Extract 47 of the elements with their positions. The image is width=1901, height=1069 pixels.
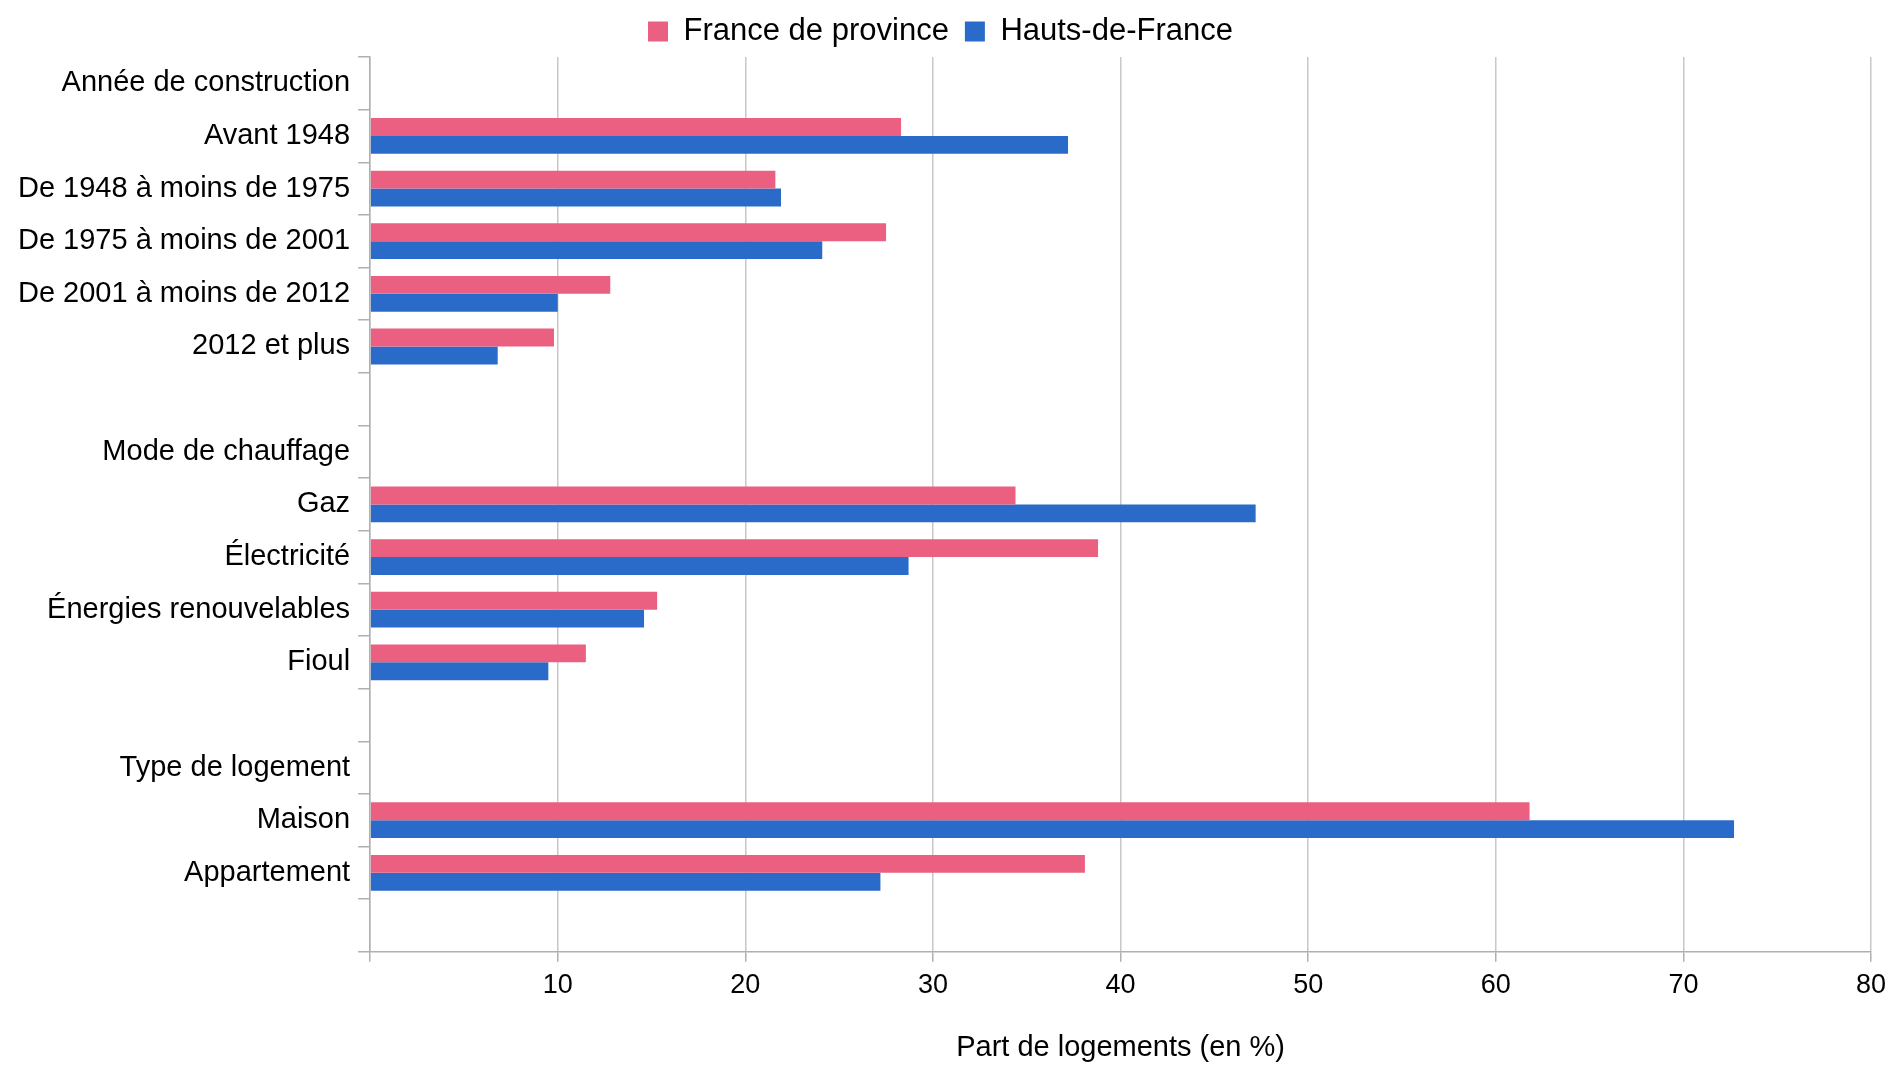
y-tick-label: De 1948 à moins de 1975 — [17, 170, 351, 203]
bar — [370, 486, 1016, 505]
y-tick-label: Énergies renouvelables — [47, 591, 351, 624]
x-axis-title: Part de logements (en %) — [956, 1029, 1285, 1062]
bar — [370, 118, 902, 136]
x-tick-label: 80 — [1855, 969, 1887, 1000]
bar — [370, 557, 909, 575]
y-tick-label: Gaz — [296, 486, 351, 519]
bar — [370, 539, 1099, 558]
bar — [370, 328, 554, 347]
bar — [370, 223, 887, 242]
y-tick-label: Type de logement — [119, 749, 351, 782]
x-tick-label: 50 — [1293, 969, 1324, 1000]
x-tick-label: 40 — [1105, 969, 1136, 1000]
bar — [370, 662, 549, 681]
y-tick-label: Appartement — [184, 854, 351, 887]
y-tick-label: 2012 et plus — [192, 328, 351, 361]
bar — [370, 346, 498, 365]
bar — [370, 854, 1085, 873]
x-tick-label: 10 — [542, 969, 573, 1000]
bar — [370, 820, 1735, 839]
bar — [370, 872, 881, 891]
legend-label: Hauts-de-France — [1000, 12, 1233, 48]
legend-label: France de province — [683, 12, 949, 48]
bar — [370, 293, 558, 312]
bar — [370, 504, 1256, 523]
y-tick-label: Mode de chauffage — [102, 433, 351, 466]
bar — [370, 170, 776, 189]
bar — [370, 802, 1530, 821]
x-tick-label: 30 — [917, 969, 948, 1000]
bar — [370, 644, 586, 663]
bar — [370, 188, 781, 207]
y-tick-label: De 2001 à moins de 2012 — [17, 275, 351, 308]
y-tick-label: Avant 1948 — [203, 117, 351, 150]
y-tick-label: Fioul — [287, 644, 351, 677]
bar — [370, 275, 611, 294]
x-tick-label: 70 — [1668, 969, 1699, 1000]
bar — [370, 609, 645, 628]
x-tick-label: 20 — [730, 969, 761, 1000]
bar — [370, 241, 823, 260]
y-tick-label: Électricité — [224, 539, 351, 572]
x-tick-label: 60 — [1480, 969, 1511, 1000]
bar — [370, 135, 1069, 154]
y-tick-label: Maison — [256, 802, 351, 835]
y-tick-label: De 1975 à moins de 2001 — [17, 223, 351, 256]
bar — [370, 591, 658, 610]
y-tick-label: Année de construction — [61, 65, 351, 98]
